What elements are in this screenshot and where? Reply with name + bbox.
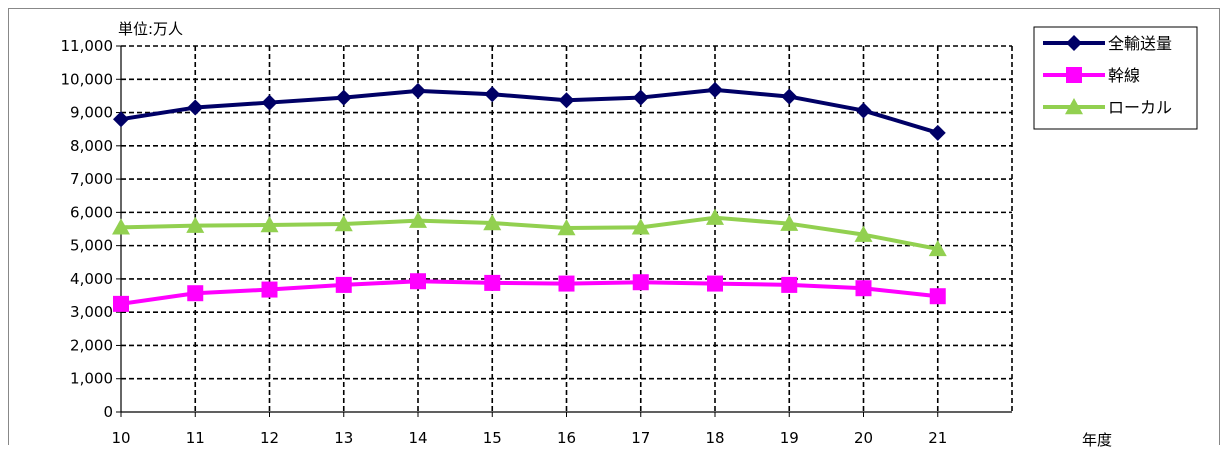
data-point	[410, 82, 426, 99]
y-tick-label: 9,000	[70, 104, 113, 122]
unit-label: 単位:万人	[118, 20, 183, 38]
data-point	[631, 218, 650, 235]
legend-marker	[1065, 98, 1083, 115]
series-layer	[112, 81, 947, 312]
data-point	[261, 281, 278, 298]
data-point	[558, 92, 575, 109]
data-point	[929, 124, 946, 141]
x-tick-label: 17	[631, 429, 650, 447]
legend-marker	[1066, 67, 1082, 83]
data-point	[855, 280, 872, 297]
data-point	[484, 274, 501, 291]
x-tick-label: 11	[186, 429, 205, 447]
series-line	[120, 215, 939, 251]
data-point	[113, 295, 129, 312]
legend-label: 幹線	[1108, 66, 1140, 85]
x-tick-label: 21	[928, 429, 947, 447]
x-tick-label: 12	[260, 429, 279, 447]
data-point	[781, 276, 798, 293]
data-point	[706, 208, 724, 225]
y-tick-label: 0	[103, 403, 113, 421]
x-axis-ticks: 10 11 12 13 14 15 16 17 18 19 20 21	[111, 429, 947, 447]
chart-frame	[8, 8, 1220, 445]
gridlines	[121, 45, 1013, 412]
legend-item: ローカル	[1043, 98, 1172, 117]
data-point	[781, 88, 798, 105]
data-point	[187, 285, 204, 302]
y-tick-label: 10,000	[61, 70, 114, 88]
series-2	[113, 273, 946, 312]
data-point	[854, 225, 873, 242]
data-point	[261, 94, 278, 111]
y-tick-label: 1,000	[70, 370, 113, 388]
data-point	[855, 102, 872, 119]
data-point	[780, 214, 799, 231]
data-point	[928, 239, 947, 257]
data-point	[187, 99, 204, 116]
y-tick-label: 8,000	[70, 137, 113, 155]
data-point	[260, 216, 279, 233]
legend-label: ローカル	[1108, 98, 1172, 117]
data-point	[334, 215, 353, 232]
y-tick-label: 11,000	[61, 37, 114, 55]
y-tick-label: 5,000	[70, 237, 113, 255]
data-point	[929, 288, 946, 305]
x-tick-label: 13	[334, 429, 353, 447]
data-point	[409, 211, 427, 228]
data-point	[335, 276, 352, 293]
series-1	[113, 81, 946, 141]
legend-marker	[1066, 35, 1082, 51]
data-point	[707, 81, 723, 98]
legend-item: 全輸送量	[1043, 34, 1172, 53]
data-point	[113, 111, 129, 128]
data-point	[558, 275, 575, 292]
data-point	[186, 216, 205, 233]
series-line	[120, 87, 939, 135]
x-tick-label: 16	[557, 429, 576, 447]
x-tick-label: 20	[854, 429, 873, 447]
legend-item: 幹線	[1043, 66, 1140, 85]
data-point	[707, 275, 723, 292]
y-axis-ticks: 0 1,000 2,000 3,000 4,000 5,000 6,000 7,000 8,00…	[61, 37, 114, 421]
x-tick-label: 14	[408, 429, 427, 447]
data-point	[632, 274, 649, 291]
y-tick-label: 3,000	[70, 303, 113, 321]
x-axis-label: 年度	[1082, 431, 1112, 449]
x-tick-label: 18	[705, 429, 724, 447]
data-point	[112, 218, 130, 235]
y-tick-label: 6,000	[70, 203, 113, 221]
x-tick-label: 15	[483, 429, 502, 447]
series-line	[120, 279, 938, 306]
x-tick-label: 10	[111, 429, 130, 447]
y-tick-label: 2,000	[70, 336, 113, 354]
data-point	[484, 86, 501, 103]
y-tick-label: 7,000	[70, 170, 113, 188]
data-point	[557, 219, 576, 236]
y-tick-label: 4,000	[70, 270, 113, 288]
data-point	[632, 89, 649, 106]
data-point	[410, 273, 426, 290]
series-3	[112, 208, 947, 257]
x-tick-label: 19	[780, 429, 799, 447]
legend-label: 全輸送量	[1108, 34, 1172, 53]
data-point	[335, 89, 352, 106]
data-point	[483, 214, 502, 231]
